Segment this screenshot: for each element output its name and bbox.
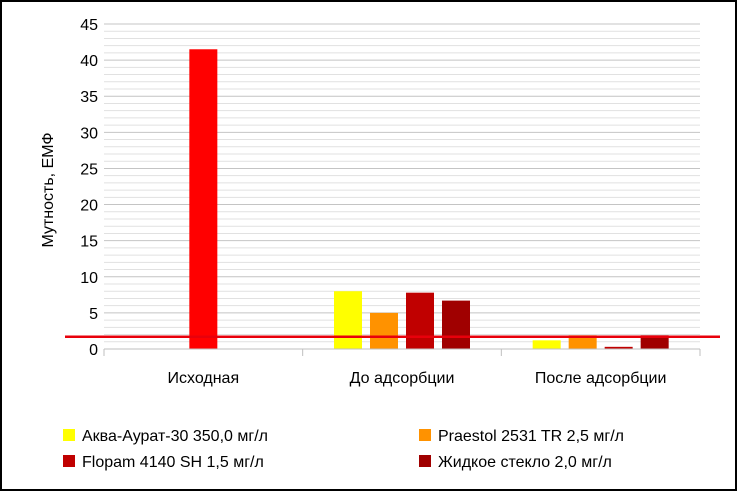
- y-tick-label: 15: [80, 234, 98, 251]
- y-tick-label: 5: [89, 306, 98, 323]
- y-tick-label: 45: [80, 17, 98, 34]
- legend-label: Praestol 2531 TR 2,5 мг/л: [438, 428, 624, 445]
- legend-label: Flopam 4140 SH 1,5 мг/л: [82, 454, 264, 471]
- category-labels: Исходная До адсорбции После адсорбции: [168, 370, 667, 387]
- bar-series-4-category-2: [640, 335, 669, 349]
- bar-series-1-category-1: [334, 291, 362, 349]
- legend-item: Жидкое стекло 2,0 мг/л: [419, 454, 612, 471]
- y-tick-label: 20: [80, 198, 98, 215]
- legend-swatch: [63, 429, 75, 441]
- category-label: Исходная: [168, 370, 240, 387]
- legend-item: Praestol 2531 TR 2,5 мг/л: [419, 428, 624, 445]
- x-axis: [103, 348, 701, 356]
- y-tick-label: 10: [80, 270, 98, 287]
- y-tick-label: 35: [80, 89, 98, 106]
- legend-label: Аква-Аурат-30 350,0 мг/л: [82, 428, 268, 445]
- bar-series-1-category-2: [532, 340, 561, 349]
- y-axis-label: Мутность, ЕМФ: [40, 132, 57, 247]
- bar-series-2-category-2: [568, 335, 597, 349]
- bar-series-0-category-0: [189, 49, 218, 350]
- bar-series-4-category-1: [442, 300, 470, 349]
- y-axis-ticks: 0 5 10 15 20 25 30 35 40 45: [80, 17, 98, 359]
- legend-swatch: [419, 429, 431, 441]
- legend-swatch: [63, 455, 75, 467]
- legend-item: Аква-Аурат-30 350,0 мг/л: [63, 428, 268, 445]
- y-tick-label: 40: [80, 53, 98, 70]
- y-tick-label: 0: [89, 342, 98, 359]
- legend-swatch: [419, 455, 431, 467]
- legend-item: Flopam 4140 SH 1,5 мг/л: [63, 454, 264, 471]
- legend-label: Жидкое стекло 2,0 мг/л: [438, 454, 612, 471]
- y-tick-label: 25: [80, 161, 98, 178]
- y-tick-label: 30: [80, 125, 98, 142]
- bar-series-3-category-2: [604, 346, 633, 349]
- bar-series-2-category-1: [370, 312, 398, 349]
- category-label: До адсорбции: [350, 370, 455, 387]
- bar-series-3-category-1: [406, 292, 434, 349]
- legend: Аква-Аурат-30 350,0 мг/л Praestol 2531 TR…: [63, 428, 624, 471]
- bars: [189, 49, 669, 350]
- category-label: После адсорбции: [535, 370, 667, 387]
